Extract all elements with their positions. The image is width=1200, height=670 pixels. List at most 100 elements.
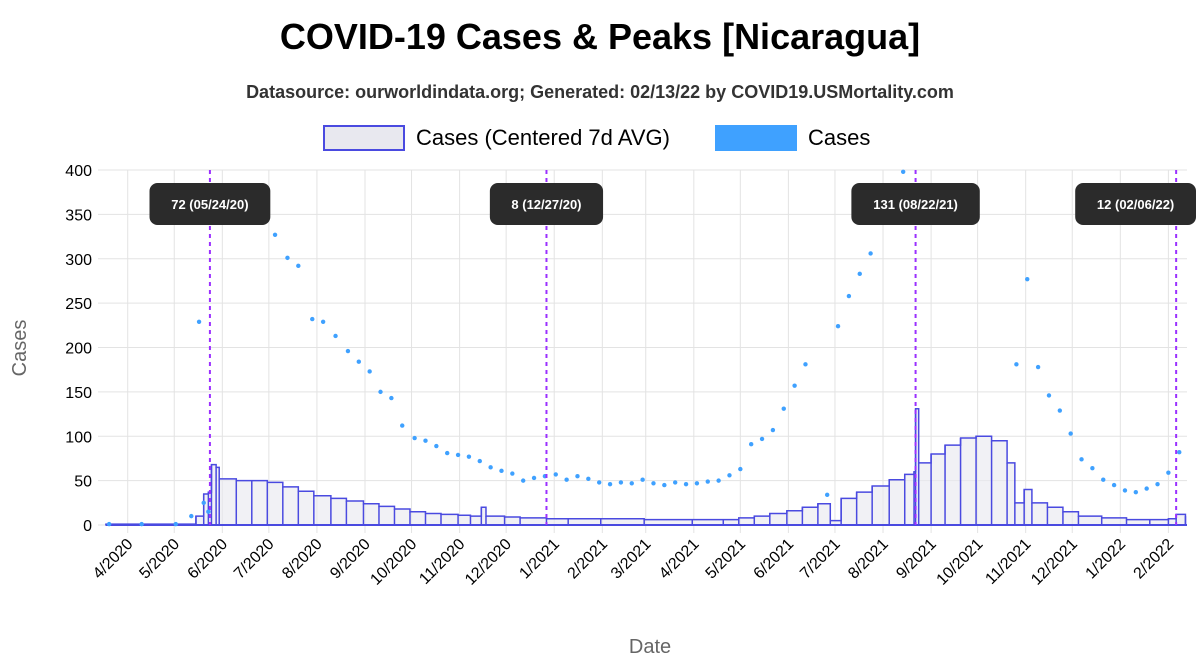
y-axis-title: Cases bbox=[9, 320, 31, 377]
x-tick-label: 5/2020 bbox=[136, 536, 183, 583]
cases-point[interactable] bbox=[846, 293, 852, 299]
cases-point[interactable] bbox=[1046, 393, 1052, 398]
x-tick-label: 11/2020 bbox=[416, 536, 468, 588]
cases-point[interactable] bbox=[1014, 362, 1019, 367]
cases-point[interactable] bbox=[672, 480, 678, 485]
legend-label[interactable]: Cases bbox=[808, 125, 870, 150]
cases-point[interactable] bbox=[868, 251, 873, 256]
cases-point[interactable] bbox=[553, 472, 558, 477]
cases-point[interactable] bbox=[272, 232, 278, 237]
cases-point[interactable] bbox=[320, 319, 326, 324]
y-tick-label: 350 bbox=[65, 207, 92, 224]
legend[interactable]: Cases (Centered 7d AVG) Cases bbox=[323, 125, 870, 151]
cases-point[interactable] bbox=[201, 500, 206, 506]
cases-point[interactable] bbox=[824, 492, 830, 498]
cases-point[interactable] bbox=[206, 509, 211, 514]
cases-point[interactable] bbox=[285, 255, 290, 261]
cases-point[interactable] bbox=[521, 478, 526, 483]
cases-point[interactable] bbox=[900, 169, 906, 174]
cases-point[interactable] bbox=[1035, 364, 1041, 370]
x-tick-label: 5/2021 bbox=[703, 536, 750, 583]
cases-point[interactable] bbox=[477, 458, 482, 464]
legend-swatch[interactable] bbox=[323, 125, 405, 151]
chart-subtitle: Datasource: ourworldindata.org; Generate… bbox=[246, 82, 954, 102]
cases-point[interactable] bbox=[727, 473, 732, 478]
cases-point[interactable] bbox=[781, 406, 786, 411]
peak-markers: 72 (05/24/20) 8 (12/27/20) 131 (08/22/21) 1… bbox=[149, 170, 1196, 525]
cases-point[interactable] bbox=[770, 427, 776, 433]
cases-point[interactable] bbox=[575, 473, 580, 479]
cases-point[interactable] bbox=[705, 479, 710, 484]
cases-point[interactable] bbox=[748, 442, 754, 447]
cases-point[interactable] bbox=[345, 348, 351, 354]
cases-point[interactable] bbox=[1057, 408, 1063, 413]
peak-box bbox=[149, 183, 271, 225]
x-tick-label: 7/2020 bbox=[231, 536, 278, 583]
cases-point[interactable] bbox=[662, 482, 667, 488]
cases-point[interactable] bbox=[139, 521, 144, 527]
cases-point[interactable] bbox=[196, 319, 202, 324]
cases-point[interactable] bbox=[683, 481, 689, 487]
x-tick-label: 12/2021 bbox=[1028, 536, 1081, 589]
cases-point[interactable] bbox=[1111, 482, 1117, 488]
x-tick-label: 8/2021 bbox=[845, 536, 892, 583]
cases-point[interactable] bbox=[455, 452, 461, 458]
cases-point[interactable] bbox=[792, 383, 797, 388]
cases-point[interactable] bbox=[738, 466, 743, 472]
cases-point[interactable] bbox=[466, 454, 472, 459]
cases-point[interactable] bbox=[618, 480, 624, 485]
cases-point[interactable] bbox=[106, 521, 112, 527]
cases-point[interactable] bbox=[531, 475, 537, 481]
cases-point[interactable] bbox=[423, 438, 428, 443]
x-tick-label: 12/2020 bbox=[462, 536, 515, 589]
cases-point[interactable] bbox=[378, 389, 383, 395]
cases-point[interactable] bbox=[389, 395, 394, 401]
legend-swatch[interactable] bbox=[715, 125, 797, 151]
cases-point[interactable] bbox=[596, 480, 602, 485]
cases-point[interactable] bbox=[1133, 489, 1139, 495]
cases-point[interactable] bbox=[1144, 486, 1149, 491]
legend-label[interactable]: Cases (Centered 7d AVG) bbox=[416, 125, 670, 150]
cases-point[interactable] bbox=[400, 423, 405, 428]
cases-point[interactable] bbox=[1177, 450, 1182, 455]
cases-point[interactable] bbox=[1079, 457, 1084, 462]
cases-point[interactable] bbox=[1122, 488, 1128, 493]
cases-point[interactable] bbox=[835, 324, 841, 329]
x-tick-label: 4/2021 bbox=[656, 536, 703, 583]
cases-point[interactable] bbox=[367, 369, 372, 374]
cases-point[interactable] bbox=[445, 450, 450, 456]
x-tick-label: 7/2021 bbox=[797, 536, 844, 583]
cases-point[interactable] bbox=[586, 476, 591, 482]
cases-point[interactable] bbox=[607, 481, 613, 487]
cases-point[interactable] bbox=[173, 521, 178, 527]
chart-title: COVID-19 Cases & Peaks [Nicaragua] bbox=[279, 16, 921, 57]
cases-point[interactable] bbox=[803, 362, 808, 367]
cases-point[interactable] bbox=[434, 443, 439, 449]
cases-point[interactable] bbox=[1155, 481, 1160, 487]
cases-point[interactable] bbox=[857, 271, 862, 277]
y-tick-label: 0 bbox=[83, 518, 92, 535]
cases-point[interactable] bbox=[716, 478, 721, 483]
cases-point[interactable] bbox=[333, 333, 338, 339]
cases-point[interactable] bbox=[499, 468, 504, 474]
x-tick-label: 10/2021 bbox=[934, 536, 987, 589]
cases-point[interactable] bbox=[296, 263, 301, 269]
peak-label: 12 (02/06/22) bbox=[1097, 197, 1174, 212]
cases-point[interactable] bbox=[629, 481, 634, 486]
cases-point[interactable] bbox=[356, 359, 362, 364]
cases-point[interactable] bbox=[640, 477, 645, 482]
cases-point[interactable] bbox=[310, 316, 315, 322]
cases-point[interactable] bbox=[189, 513, 194, 519]
cases-point[interactable] bbox=[510, 471, 515, 476]
cases-point[interactable] bbox=[1101, 477, 1106, 482]
cases-point[interactable] bbox=[412, 435, 417, 441]
cases-point[interactable] bbox=[1166, 470, 1171, 475]
cases-point[interactable] bbox=[759, 436, 765, 442]
cases-point[interactable] bbox=[694, 481, 700, 486]
cases-point[interactable] bbox=[1025, 276, 1030, 282]
cases-point[interactable] bbox=[1068, 431, 1073, 436]
cases-point[interactable] bbox=[564, 477, 569, 482]
cases-point[interactable] bbox=[488, 465, 493, 470]
cases-point[interactable] bbox=[1090, 466, 1095, 471]
cases-point[interactable] bbox=[651, 481, 656, 486]
